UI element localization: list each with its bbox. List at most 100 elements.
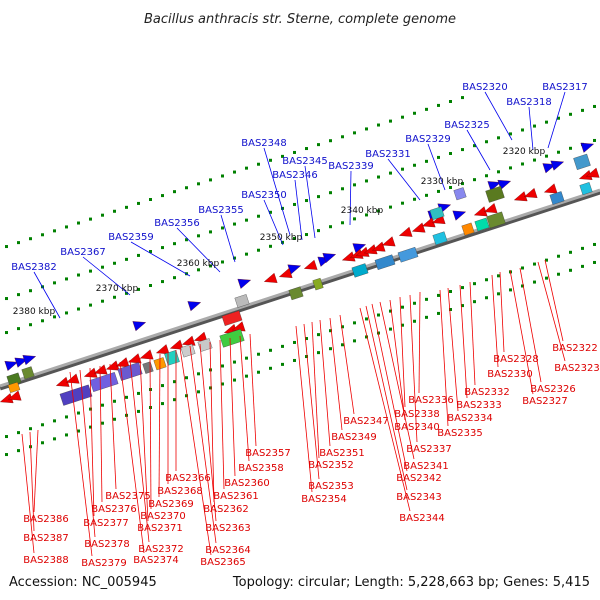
tick-dot — [41, 233, 44, 237]
tick-dot — [173, 190, 176, 194]
forward-gene-arrow-shape — [322, 253, 337, 264]
tick-dot — [257, 248, 260, 252]
gene-product-box — [59, 384, 93, 406]
tick-dot — [305, 337, 308, 341]
reverse-gene-label: BAS2370 — [140, 511, 186, 522]
reverse-leader-line — [409, 294, 418, 443]
forward-leader-line — [294, 179, 303, 241]
reverse-leader-line — [389, 299, 406, 421]
reverse-leader-line — [311, 321, 320, 459]
forward-leader-line — [263, 199, 284, 246]
tick-dot — [293, 236, 296, 240]
reverse-gene-arrow-shape — [169, 339, 184, 350]
gene-product-box — [485, 185, 505, 203]
tick-dot — [173, 380, 176, 384]
tick-dot — [317, 333, 320, 337]
tick-dot — [305, 199, 308, 203]
tick-dot — [137, 287, 140, 291]
reverse-leader-line — [439, 289, 449, 427]
reverse-gene-label: BAS2362 — [203, 504, 249, 515]
gene-product-box — [474, 217, 490, 232]
tick-dot — [425, 315, 428, 319]
gene-product-box-shape — [549, 191, 565, 205]
gene-product-box-shape — [453, 187, 467, 201]
reverse-leader-line — [239, 335, 250, 462]
tick-dot — [461, 182, 464, 186]
tick-dot — [29, 323, 32, 327]
reverse-gene-arrow-shape — [411, 222, 426, 233]
tick-dot — [17, 431, 20, 435]
reverse-leader-line — [544, 259, 564, 342]
tick-dot — [497, 170, 500, 174]
tick-dot — [545, 120, 548, 124]
tick-dot — [89, 407, 92, 411]
tick-dot — [77, 273, 80, 277]
tick-dot — [437, 155, 440, 159]
tick-dot — [233, 170, 236, 174]
reverse-leader-line — [179, 347, 212, 556]
forward-gene-arrow-shape — [352, 243, 367, 254]
reverse-leader-line — [447, 287, 459, 412]
forward-gene-label: BAS2345 — [282, 156, 328, 167]
tick-dot — [305, 233, 308, 237]
reverse-gene-label: BAS2361 — [213, 491, 259, 502]
reverse-gene-label: BAS2365 — [200, 557, 246, 568]
reverse-gene-arrow-shape — [93, 364, 108, 375]
tick-dot — [77, 307, 80, 311]
reverse-leader-line — [29, 431, 35, 532]
tick-dot — [5, 297, 8, 301]
tick-dot — [413, 111, 416, 115]
gene-product-box-shape — [21, 366, 35, 380]
tick-dots-layer — [5, 96, 596, 457]
tick-dot — [269, 348, 272, 352]
tick-dot — [257, 162, 260, 166]
reverse-gene-arrow — [93, 364, 108, 375]
reverse-gene-arrow — [585, 167, 600, 178]
tick-dot — [557, 116, 560, 120]
tick-dot — [545, 276, 548, 280]
forward-gene-arrow-shape — [550, 160, 565, 171]
tick-dot — [29, 289, 32, 293]
tick-dot — [533, 262, 536, 266]
reverse-gene-label: BAS2322 — [552, 343, 598, 354]
forward-gene-arrow — [322, 253, 337, 264]
reverse-leader-line — [295, 325, 313, 493]
tick-dot — [185, 238, 188, 242]
tick-dot — [113, 209, 116, 213]
gene-product-box-shape — [397, 246, 419, 263]
reverse-gene-arrow-shape — [7, 390, 22, 401]
reverse-leader-line — [319, 319, 331, 447]
reverse-gene-arrow — [513, 191, 528, 202]
scale-label: 2370 kbp — [96, 284, 139, 294]
forward-gene-arrow — [452, 210, 467, 221]
reverse-gene-label: BAS2379 — [81, 558, 127, 569]
tick-dot — [593, 260, 596, 264]
gene-labels-layer: BAS2317 BAS2318 BAS2320 BAS2325 BAS2329 BAS23… — [11, 82, 600, 569]
tick-dot — [41, 319, 44, 323]
reverse-gene-arrow — [139, 349, 154, 360]
reverse-gene-label: BAS2358 — [238, 463, 284, 474]
tick-dot — [341, 221, 344, 225]
forward-leader-line — [466, 129, 491, 171]
tick-dot — [5, 245, 8, 249]
gene-product-box — [21, 366, 35, 380]
tick-dot — [149, 284, 152, 287]
reverse-gene-label: BAS2353 — [308, 481, 354, 492]
tick-dot — [293, 150, 296, 154]
tick-dot — [449, 290, 452, 293]
gene-product-box-shape — [221, 310, 243, 326]
tick-dot — [557, 254, 560, 258]
gene-product-box-shape — [7, 381, 21, 393]
reverse-gene-label: BAS2386 — [23, 514, 69, 525]
reverse-gene-arrow-shape — [278, 268, 293, 278]
tick-dot — [353, 339, 356, 343]
tick-dot — [197, 234, 200, 238]
reverse-leader-line — [499, 271, 505, 353]
reverse-gene-arrow — [398, 226, 413, 237]
tick-dot — [377, 123, 380, 127]
tick-dot — [209, 386, 212, 390]
reverse-leader-line — [149, 355, 152, 510]
gene-product-box-shape — [312, 277, 324, 291]
reverse-gene-label: BAS2375 — [105, 491, 151, 502]
tick-dot — [137, 253, 140, 257]
